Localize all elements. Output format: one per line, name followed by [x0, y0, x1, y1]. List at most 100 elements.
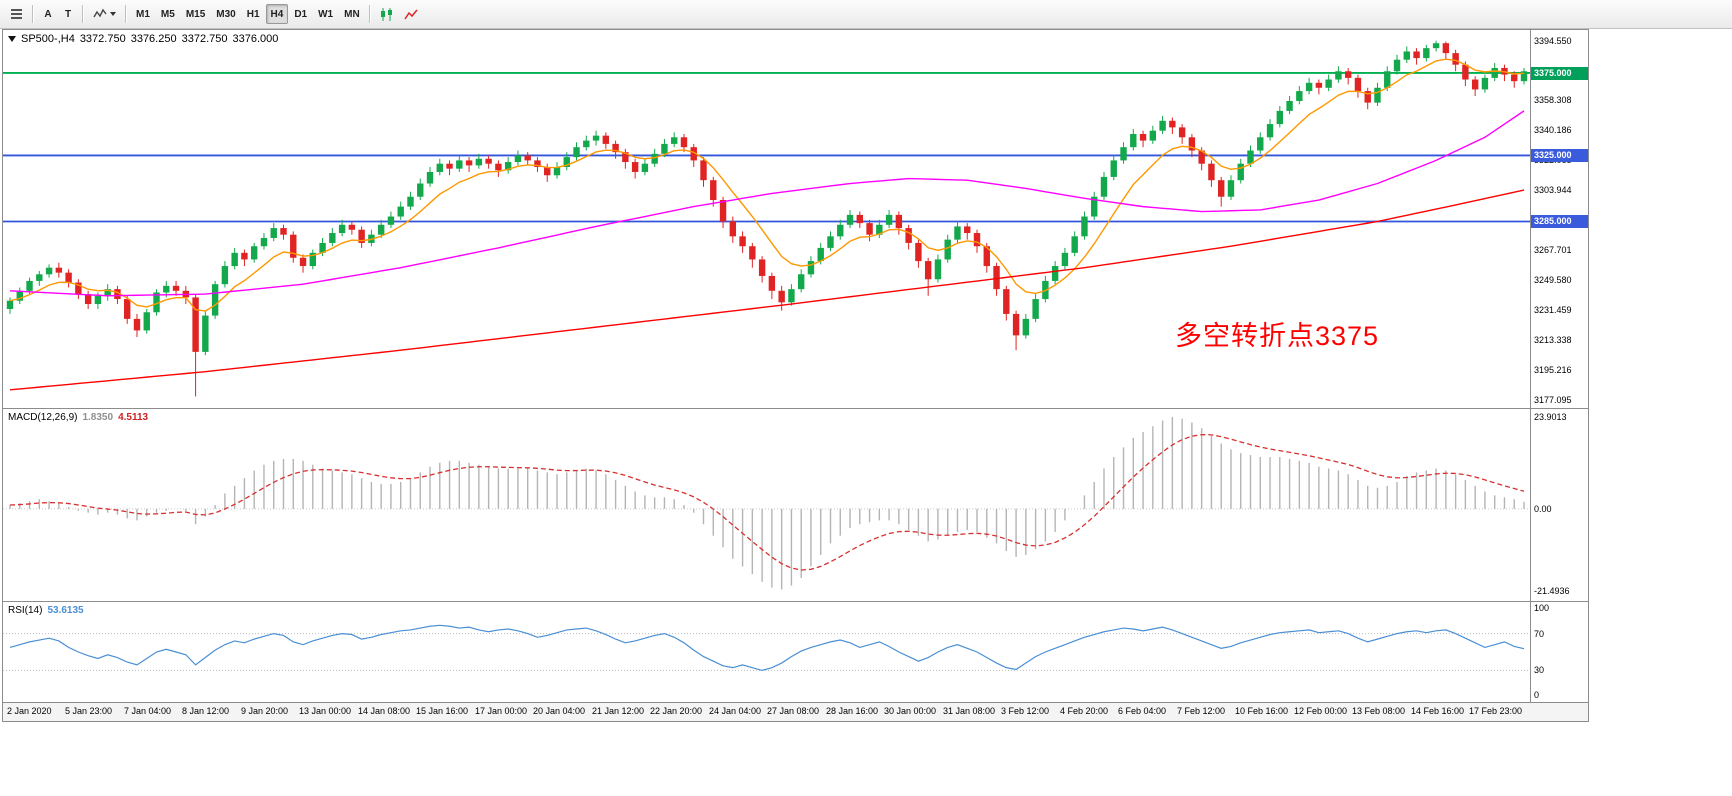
- price-axis-label: 3195.216: [1534, 365, 1572, 375]
- macd-label: MACD(12,26,9): [8, 412, 78, 423]
- candles: [6, 40, 1528, 397]
- menu-icon[interactable]: [4, 3, 28, 25]
- price-axis-label: 3213.338: [1534, 335, 1572, 345]
- time-axis-label: 3 Feb 12:00: [1001, 706, 1050, 716]
- polyline-tool-button[interactable]: [88, 4, 121, 24]
- timeframe-button-h1[interactable]: H1: [246, 8, 260, 20]
- price-tag: 3375.000: [1531, 67, 1588, 80]
- time-axis-label: 21 Jan 12:00: [592, 706, 645, 716]
- time-axis-label: 7 Feb 12:00: [1177, 706, 1226, 716]
- ohlc-high: 3376.250: [130, 33, 177, 45]
- timeframe-button-m30[interactable]: M30: [216, 8, 236, 20]
- time-axis-label: 24 Jan 04:00: [709, 706, 762, 716]
- time-axis-label: 31 Jan 08:00: [943, 706, 996, 716]
- time-axis-label: 28 Jan 16:00: [826, 706, 879, 716]
- chart-window: SP500-,H4 3372.750 3376.250 3372.750 3376.00…: [2, 29, 1589, 722]
- main-chart-pane[interactable]: SP500-,H4 3372.750 3376.250 3372.750 3376.00…: [3, 30, 1588, 409]
- time-axis-label: 13 Jan 00:00: [299, 706, 352, 716]
- rsi-axis-label: 30: [1534, 665, 1545, 675]
- timeframe-button-m5[interactable]: M5: [160, 8, 175, 20]
- timeframe-button-w1[interactable]: W1: [318, 8, 334, 20]
- macd-axis-label: -21.4936: [1534, 586, 1570, 596]
- price-axis-label: 3358.308: [1534, 95, 1572, 105]
- line-chart-button[interactable]: [399, 4, 423, 24]
- rsi-line: [9, 624, 1525, 672]
- time-axis-label: 14 Feb 16:00: [1411, 706, 1465, 716]
- text-tool-button[interactable]: T: [64, 8, 72, 20]
- candlestick-chart-icon: [380, 7, 392, 21]
- rsi-value: 53.6135: [47, 605, 84, 616]
- symbol-dropdown-icon[interactable]: [8, 36, 16, 42]
- macd-signal-line: [9, 433, 1525, 571]
- time-axis-label: 17 Jan 00:00: [475, 706, 528, 716]
- time-axis-label: 4 Feb 20:00: [1060, 706, 1109, 716]
- price-axis[interactable]: 3394.5503376.4293358.3083340.1863322.065…: [1530, 30, 1588, 408]
- timeframe-button-mn[interactable]: MN: [344, 8, 360, 20]
- timeframe-button-m1[interactable]: M1: [136, 8, 150, 20]
- candlestick-chart-button[interactable]: [375, 4, 399, 24]
- ohlc-open: 3372.750: [79, 33, 126, 45]
- chart-header: SP500-,H4 3372.750 3376.250 3372.750 3376.00…: [8, 33, 283, 45]
- time-axis-label: 8 Jan 12:00: [182, 706, 230, 716]
- price-axis-label: 3394.550: [1534, 36, 1572, 46]
- rsi-axis: 100 70 30 0: [1530, 602, 1588, 702]
- horizontal-lines[interactable]: [3, 72, 1531, 223]
- fast-ma-line: [9, 58, 1525, 312]
- rsi-axis-label: 0: [1534, 690, 1540, 700]
- timeframe-button-h4[interactable]: H4: [265, 4, 289, 24]
- rsi-header: RSI(14) 53.6135: [8, 605, 89, 616]
- price-axis-label: 3177.095: [1534, 395, 1572, 405]
- time-axis-label: 27 Jan 08:00: [767, 706, 820, 716]
- price-tag: 3285.000: [1531, 215, 1588, 228]
- toolbar-separator: [125, 5, 127, 23]
- time-axis-label: 20 Jan 04:00: [533, 706, 586, 716]
- chart-annotation: 多空转折点3375: [1175, 321, 1380, 351]
- toolbar-separator: [82, 5, 84, 23]
- text-label-button[interactable]: A: [44, 8, 52, 20]
- price-axis-label: 3231.459: [1534, 305, 1572, 315]
- price-axis-label: 3303.944: [1534, 185, 1572, 195]
- moving-averages: [9, 58, 1525, 391]
- rsi-pane[interactable]: RSI(14) 53.6135 100 70 30 0: [3, 602, 1588, 703]
- time-axis-label: 30 Jan 00:00: [884, 706, 937, 716]
- time-axis-label: 13 Feb 08:00: [1352, 706, 1406, 716]
- macd-main-value: 1.8350: [82, 412, 114, 423]
- chevron-down-icon: [110, 12, 116, 16]
- rsi-plot[interactable]: RSI(14) 53.6135: [3, 602, 1531, 702]
- rsi-axis-label: 70: [1534, 629, 1545, 639]
- price-axis-label: 3267.701: [1534, 245, 1572, 255]
- line-chart-icon: [404, 9, 418, 19]
- symbol-label: SP500-,H4: [21, 33, 75, 45]
- macd-axis-label: 23.9013: [1534, 412, 1567, 422]
- ohlc-low: 3372.750: [181, 33, 228, 45]
- main-chart-plot[interactable]: SP500-,H4 3372.750 3376.250 3372.750 3376.00…: [3, 30, 1531, 408]
- mid-ma-line: [9, 110, 1525, 297]
- toolbar-separator: [368, 5, 371, 23]
- time-axis-label: 9 Jan 20:00: [241, 706, 289, 716]
- toolbar: A T M1 M5 M15 M30 H1 H4 D1 W1 MN: [0, 0, 1732, 29]
- price-tag: 3325.000: [1531, 149, 1588, 162]
- time-axis-label: 14 Jan 08:00: [358, 706, 411, 716]
- polyline-tool-icon: [93, 8, 107, 18]
- rsi-label: RSI(14): [8, 605, 43, 616]
- timeframe-button-m15[interactable]: M15: [185, 8, 206, 20]
- time-axis-label: 22 Jan 20:00: [650, 706, 703, 716]
- macd-axis: 23.9013 0.00 -21.4936: [1530, 409, 1588, 601]
- timeframe-button-d1[interactable]: D1: [294, 8, 308, 20]
- time-axis-label: 17 Feb 23:00: [1469, 706, 1523, 716]
- time-axis[interactable]: 2 Jan 2020 5 Jan 23:00 7 Jan 04:00 8 Jan 12…: [3, 703, 1588, 721]
- time-axis-label: 15 Jan 16:00: [416, 706, 469, 716]
- macd-histogram: [9, 417, 1525, 590]
- time-axis-label: 12 Feb 00:00: [1294, 706, 1348, 716]
- time-axis-label: 2 Jan 2020: [7, 706, 52, 716]
- toolbar-separator: [32, 5, 34, 23]
- time-axis-label: 6 Feb 04:00: [1118, 706, 1167, 716]
- macd-axis-label: 0.00: [1534, 504, 1552, 514]
- macd-plot[interactable]: MACD(12,26,9) 1.8350 4.5113: [3, 409, 1531, 601]
- macd-pane[interactable]: MACD(12,26,9) 1.8350 4.5113 23.9013 0.00 -21…: [3, 409, 1588, 602]
- time-axis-label: 7 Jan 04:00: [124, 706, 172, 716]
- price-axis-label: 3340.186: [1534, 125, 1572, 135]
- price-axis-label: 3249.580: [1534, 275, 1572, 285]
- ohlc-close: 3376.000: [232, 33, 279, 45]
